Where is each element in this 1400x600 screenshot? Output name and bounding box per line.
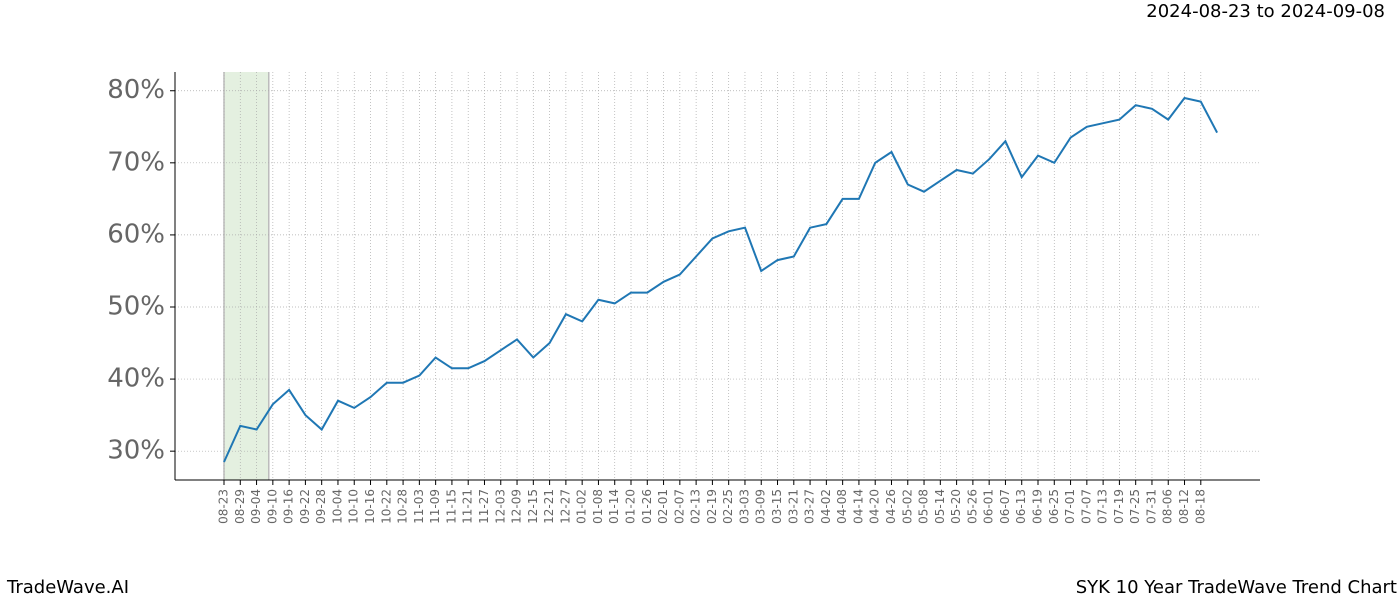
x-tick-label: 03-27 (803, 489, 817, 524)
x-tick-label: 06-01 (982, 489, 996, 524)
x-tick-label: 02-19 (705, 489, 719, 524)
brand: TradeWave.AI (6, 577, 129, 598)
x-tick-label: 07-31 (1144, 489, 1158, 524)
x-tick-label: 06-25 (1047, 489, 1061, 524)
x-tick-label: 08-29 (233, 489, 247, 524)
x-tick-label: 05-02 (900, 489, 914, 524)
x-tick-label: 09-04 (249, 489, 263, 524)
x-tick-label: 12-09 (510, 489, 524, 524)
x-tick-label: 03-15 (770, 489, 784, 524)
date-range: 2024-08-23 to 2024-09-08 (1146, 1, 1385, 22)
x-tick-label: 10-10 (347, 489, 361, 524)
x-tick-label: 06-07 (998, 489, 1012, 524)
x-tick-label: 01-08 (591, 489, 605, 524)
x-tick-label: 10-28 (396, 489, 410, 524)
x-tick-label: 11-03 (412, 489, 426, 524)
x-tick-label: 12-21 (542, 489, 556, 524)
x-tick-label: 04-20 (868, 489, 882, 524)
x-tick-label: 01-26 (640, 489, 654, 524)
x-tick-label: 04-02 (819, 489, 833, 524)
x-tick-label: 04-14 (851, 489, 865, 524)
x-tick-label: 08-18 (1193, 489, 1207, 524)
x-tick-label: 10-16 (363, 489, 377, 524)
x-tick-label: 12-27 (558, 489, 572, 524)
x-tick-label: 03-09 (754, 489, 768, 524)
trend-line (223, 96, 1218, 463)
x-tick-label: 06-13 (1014, 489, 1028, 524)
y-tick-label: 60% (107, 219, 165, 249)
x-tick-label: 07-07 (1079, 489, 1093, 524)
y-tick-label: 30% (107, 436, 165, 466)
x-tick-label: 01-14 (607, 489, 621, 524)
x-tick-label: 01-20 (624, 489, 638, 524)
y-tick-label: 50% (107, 291, 165, 321)
y-tick-label: 70% (107, 147, 165, 177)
x-tick-label: 12-15 (526, 489, 540, 524)
x-tick-label: 09-10 (265, 489, 279, 524)
x-tick-label: 11-27 (477, 489, 491, 524)
y-tick-label: 80% (107, 75, 165, 105)
x-tick-label: 07-13 (1096, 489, 1110, 524)
x-tick-label: 09-28 (314, 489, 328, 524)
x-tick-label: 10-22 (379, 489, 393, 524)
x-tick-label: 05-20 (949, 489, 963, 524)
x-tick-label: 11-21 (461, 489, 475, 524)
x-tick-label: 02-13 (689, 489, 703, 524)
x-tick-label: 07-25 (1128, 489, 1142, 524)
x-tick-label: 10-04 (330, 489, 344, 524)
x-tick-label: 02-07 (672, 489, 686, 524)
x-tick-label: 11-15 (444, 489, 458, 524)
x-tick-label: 02-25 (721, 489, 735, 524)
x-tick-label: 06-19 (1031, 489, 1045, 524)
x-tick-label: 11-09 (428, 489, 442, 524)
y-tick-label: 40% (107, 364, 165, 394)
x-tick-label: 02-01 (656, 489, 670, 524)
x-tick-label: 05-08 (917, 489, 931, 524)
x-tick-label: 03-21 (786, 489, 800, 524)
x-tick-label: 09-22 (298, 489, 312, 524)
highlight-window (224, 72, 269, 480)
x-tick-label: 09-16 (282, 489, 296, 524)
x-tick-label: 12-03 (493, 489, 507, 524)
x-tick-label: 08-12 (1177, 489, 1191, 524)
chart-caption: SYK 10 Year TradeWave Trend Chart (1076, 577, 1397, 598)
x-tick-label: 01-02 (575, 489, 589, 524)
x-tick-label: 07-01 (1063, 489, 1077, 524)
x-tick-label: 05-26 (965, 489, 979, 524)
x-tick-label: 04-08 (835, 489, 849, 524)
x-tick-label: 08-06 (1161, 489, 1175, 524)
x-tick-label: 03-03 (737, 489, 751, 524)
x-tick-label: 07-19 (1112, 489, 1126, 524)
x-tick-label: 08-23 (217, 489, 231, 524)
x-tick-label: 05-14 (933, 489, 947, 524)
x-tick-label: 04-26 (884, 489, 898, 524)
